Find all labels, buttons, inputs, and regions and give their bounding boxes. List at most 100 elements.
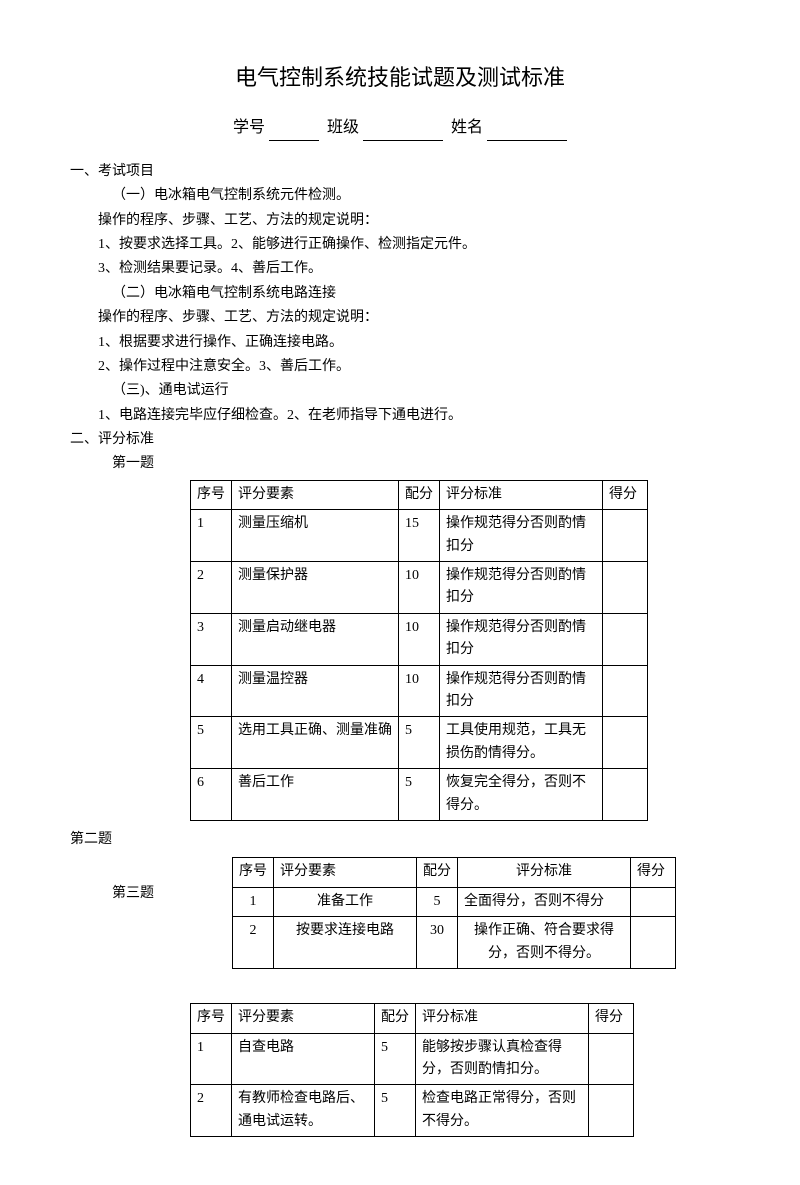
cell-pts: 5 — [375, 1085, 416, 1137]
cell-seq: 2 — [191, 1085, 232, 1137]
cell-std: 能够按步骤认真检查得分，否则酌情扣分。 — [416, 1033, 589, 1085]
cell-seq: 2 — [233, 917, 274, 969]
table-header-row: 序号 评分要素 配分 评分标准 得分 — [233, 858, 676, 887]
th-score: 得分 — [589, 1004, 634, 1033]
cell-score — [603, 562, 648, 614]
table-header-row: 序号 评分要素 配分 评分标准 得分 — [191, 480, 648, 509]
cell-elem: 有教师检查电路后、通电试运转。 — [232, 1085, 375, 1137]
cell-elem: 选用工具正确、测量准确 — [232, 717, 399, 769]
cell-score — [603, 665, 648, 717]
q2-label: 第二题 — [70, 829, 730, 851]
cell-seq: 2 — [191, 562, 232, 614]
cell-pts: 5 — [417, 887, 458, 916]
cell-pts: 5 — [375, 1033, 416, 1085]
th-std: 评分标准 — [416, 1004, 589, 1033]
cell-std: 恢复完全得分，否则不得分。 — [440, 769, 603, 821]
cell-std: 操作规范得分否则酌情扣分 — [440, 613, 603, 665]
cell-score — [589, 1033, 634, 1085]
p-1-9: （三)、通电试运行 — [70, 380, 730, 402]
cell-std: 全面得分，否则不得分 — [458, 887, 631, 916]
cell-seq: 4 — [191, 665, 232, 717]
th-score: 得分 — [631, 858, 676, 887]
student-info-line: 学号 班级 姓名 — [70, 115, 730, 141]
th-pts: 配分 — [375, 1004, 416, 1033]
cell-score — [589, 1085, 634, 1137]
cell-seq: 6 — [191, 769, 232, 821]
table-q1: 序号 评分要素 配分 评分标准 得分 1 测量压缩机 15 操作规范得分否则酌情… — [190, 480, 648, 821]
label-name: 姓名 — [451, 119, 483, 136]
th-pts: 配分 — [399, 480, 440, 509]
table-row: 2 按要求连接电路 30 操作正确、符合要求得分，否则不得分。 — [233, 917, 676, 969]
cell-score — [631, 917, 676, 969]
th-pts: 配分 — [417, 858, 458, 887]
section-1-heading: 一、考试项目 — [70, 161, 730, 183]
cell-elem: 准备工作 — [274, 887, 417, 916]
cell-pts: 5 — [399, 717, 440, 769]
table-header-row: 序号 评分要素 配分 评分标准 得分 — [191, 1004, 634, 1033]
cell-elem: 测量压缩机 — [232, 510, 399, 562]
cell-elem: 测量启动继电器 — [232, 613, 399, 665]
table-q3: 序号 评分要素 配分 评分标准 得分 1 自查电路 5 能够按步骤认真检查得分，… — [190, 1003, 634, 1137]
cell-seq: 1 — [191, 1033, 232, 1085]
th-seq: 序号 — [191, 1004, 232, 1033]
table-row: 1 准备工作 5 全面得分，否则不得分 — [233, 887, 676, 916]
cell-pts: 15 — [399, 510, 440, 562]
cell-pts: 30 — [417, 917, 458, 969]
table-row: 2 测量保护器 10 操作规范得分否则酌情扣分 — [191, 562, 648, 614]
blank-class — [363, 122, 443, 141]
cell-score — [603, 717, 648, 769]
table-row: 1 自查电路 5 能够按步骤认真检查得分，否则酌情扣分。 — [191, 1033, 634, 1085]
cell-std: 操作规范得分否则酌情扣分 — [440, 510, 603, 562]
p-1-4: 3、检测结果要记录。4、善后工作。 — [70, 258, 730, 280]
cell-elem: 测量温控器 — [232, 665, 399, 717]
cell-std: 操作正确、符合要求得分，否则不得分。 — [458, 917, 631, 969]
p-1-1: （一）电冰箱电气控制系统元件检测。 — [70, 185, 730, 207]
table-row: 3 测量启动继电器 10 操作规范得分否则酌情扣分 — [191, 613, 648, 665]
blank-student-id — [269, 122, 319, 141]
cell-seq: 1 — [191, 510, 232, 562]
cell-score — [603, 613, 648, 665]
cell-pts: 10 — [399, 613, 440, 665]
cell-std: 工具使用规范，工具无损伤酌情得分。 — [440, 717, 603, 769]
section-2-heading: 二、评分标准 — [70, 429, 730, 451]
table-row: 2 有教师检查电路后、通电试运转。 5 检查电路正常得分，否则不得分。 — [191, 1085, 634, 1137]
p-1-2: 操作的程序、步骤、工艺、方法的规定说明： — [70, 210, 730, 232]
cell-elem: 测量保护器 — [232, 562, 399, 614]
th-elem: 评分要素 — [274, 858, 417, 887]
cell-seq: 5 — [191, 717, 232, 769]
page-title: 电气控制系统技能试题及测试标准 — [70, 60, 730, 95]
cell-pts: 5 — [399, 769, 440, 821]
th-seq: 序号 — [191, 480, 232, 509]
table-row: 4 测量温控器 10 操作规范得分否则酌情扣分 — [191, 665, 648, 717]
cell-elem: 自查电路 — [232, 1033, 375, 1085]
th-seq: 序号 — [233, 858, 274, 887]
body-content: 一、考试项目 （一）电冰箱电气控制系统元件检测。 操作的程序、步骤、工艺、方法的… — [70, 161, 730, 1137]
cell-elem: 善后工作 — [232, 769, 399, 821]
table-row: 5 选用工具正确、测量准确 5 工具使用规范，工具无损伤酌情得分。 — [191, 717, 648, 769]
cell-elem: 按要求连接电路 — [274, 917, 417, 969]
p-1-3: 1、按要求选择工具。2、能够进行正确操作、检测指定元件。 — [70, 234, 730, 256]
q3-label: 第三题 — [70, 853, 232, 905]
th-std: 评分标准 — [440, 480, 603, 509]
cell-seq: 1 — [233, 887, 274, 916]
th-elem: 评分要素 — [232, 1004, 375, 1033]
th-std: 评分标准 — [458, 858, 631, 887]
p-1-8: 2、操作过程中注意安全。3、善后工作。 — [70, 356, 730, 378]
p-1-10: 1、电路连接完毕应仔细检查。2、在老师指导下通电进行。 — [70, 405, 730, 427]
th-score: 得分 — [603, 480, 648, 509]
label-student-id: 学号 — [233, 119, 265, 136]
cell-score — [603, 510, 648, 562]
table-q2: 序号 评分要素 配分 评分标准 得分 1 准备工作 5 全面得分，否则不得分 2… — [232, 857, 676, 969]
cell-seq: 3 — [191, 613, 232, 665]
p-1-6: 操作的程序、步骤、工艺、方法的规定说明： — [70, 307, 730, 329]
p-1-7: 1、根据要求进行操作、正确连接电路。 — [70, 332, 730, 354]
q1-label: 第一题 — [70, 453, 730, 475]
cell-std: 操作规范得分否则酌情扣分 — [440, 665, 603, 717]
cell-pts: 10 — [399, 562, 440, 614]
cell-std: 检查电路正常得分，否则不得分。 — [416, 1085, 589, 1137]
table-row: 6 善后工作 5 恢复完全得分，否则不得分。 — [191, 769, 648, 821]
cell-score — [603, 769, 648, 821]
cell-pts: 10 — [399, 665, 440, 717]
cell-score — [631, 887, 676, 916]
cell-std: 操作规范得分否则酌情扣分 — [440, 562, 603, 614]
